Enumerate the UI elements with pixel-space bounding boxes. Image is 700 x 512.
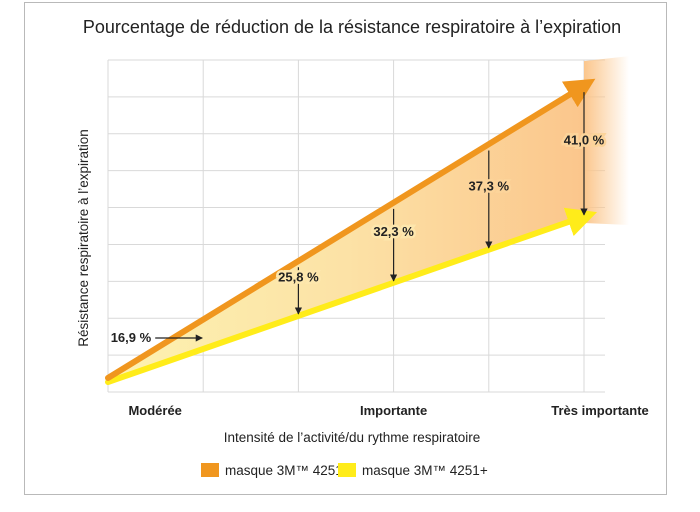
annotation: 16,9 %: [111, 330, 203, 345]
annotation-label: 37,3 %: [469, 178, 510, 193]
x-tick-labels: Modérée Importante Très importante: [128, 403, 648, 418]
chart-title: Pourcentage de réduction de la résistanc…: [83, 17, 621, 37]
legend-swatch: [338, 463, 356, 477]
legend-label: masque 3M™ 4251: [225, 463, 343, 478]
series-line-4251plus: [105, 207, 598, 385]
annotation-label: 16,9 %: [111, 330, 152, 345]
x-tick-label: Très importante: [551, 403, 649, 418]
legend: masque 3M™ 4251 masque 3M™ 4251+: [201, 463, 488, 478]
annotation: 25,8 %: [276, 267, 322, 315]
x-tick-label: Importante: [360, 403, 427, 418]
series-lines: [105, 78, 598, 385]
x-tick-label: Modérée: [128, 403, 181, 418]
y-axis-label: Résistance respiratoire à l’expiration: [76, 129, 91, 347]
series-line-4251: [105, 78, 596, 381]
annotation: 32,3 %: [371, 208, 417, 282]
annotations: 16,9 % 25,8 % 32,3 % 37,3 % 41,0 %: [111, 92, 607, 345]
annotation-label: 32,3 %: [373, 224, 414, 239]
legend-label: masque 3M™ 4251+: [362, 463, 488, 478]
annotation-label: 41,0 %: [564, 133, 605, 148]
annotation: 37,3 %: [466, 150, 512, 249]
annotation-label: 25,8 %: [278, 270, 319, 285]
legend-swatch: [201, 463, 219, 477]
x-axis-label: Intensité de l’activité/du rythme respir…: [224, 430, 481, 445]
annotation: 41,0 %: [561, 92, 607, 216]
